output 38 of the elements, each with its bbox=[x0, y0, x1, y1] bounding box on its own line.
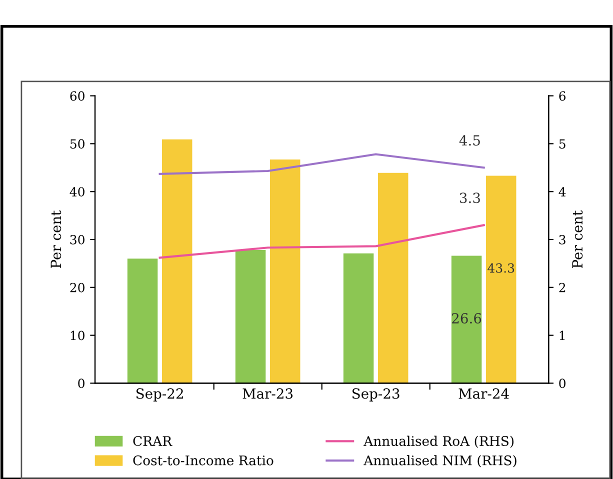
data-label: 3.3 bbox=[460, 192, 480, 204]
x-tick-label: Mar-24 bbox=[458, 388, 509, 399]
y-tick-label: 40 bbox=[70, 187, 84, 197]
bar bbox=[486, 176, 516, 384]
legend-label: Annualised NIM (RHS) bbox=[364, 455, 516, 468]
y2-tick-label: 1 bbox=[560, 330, 565, 340]
y-tick-label: 0 bbox=[78, 378, 84, 388]
y2-tick-label: 0 bbox=[559, 378, 566, 388]
bar bbox=[127, 258, 158, 384]
legend-label: Annualised RoA (RHS) bbox=[364, 436, 514, 448]
data-label: 26.6 bbox=[452, 313, 482, 324]
bar bbox=[162, 139, 192, 384]
y2-tick-label: 2 bbox=[559, 282, 566, 292]
y-tick-label: 30 bbox=[70, 234, 84, 244]
y-tick-label: 10 bbox=[70, 330, 84, 340]
line-series bbox=[158, 153, 485, 175]
y2-tick-label: 4 bbox=[558, 187, 566, 196]
y-tick-label: 50 bbox=[70, 139, 84, 149]
data-label: 43.3 bbox=[488, 263, 514, 273]
legend-label: CRAR bbox=[133, 436, 172, 446]
bar bbox=[378, 172, 408, 384]
bar bbox=[451, 256, 482, 384]
y2-axis-title: Per cent bbox=[572, 210, 583, 268]
legend-label: Cost-to-Income Ratio bbox=[133, 455, 274, 466]
bar bbox=[235, 250, 266, 384]
bar bbox=[343, 253, 374, 384]
y2-tick-label: 3 bbox=[559, 234, 566, 244]
y2-tick-label: 5 bbox=[559, 139, 566, 149]
x-tick-label: Sep-22 bbox=[136, 388, 183, 402]
y-tick-label: 60 bbox=[70, 91, 84, 101]
x-tick-label: Mar-23 bbox=[242, 388, 293, 399]
data-label: 4.5 bbox=[459, 135, 480, 146]
y-tick-label: 20 bbox=[70, 282, 84, 292]
y2-tick-label: 6 bbox=[559, 91, 566, 101]
x-tick-label: Sep-23 bbox=[352, 388, 400, 402]
line-series bbox=[158, 224, 485, 259]
bar bbox=[270, 160, 300, 384]
y-axis-title: Per cent bbox=[50, 210, 62, 268]
